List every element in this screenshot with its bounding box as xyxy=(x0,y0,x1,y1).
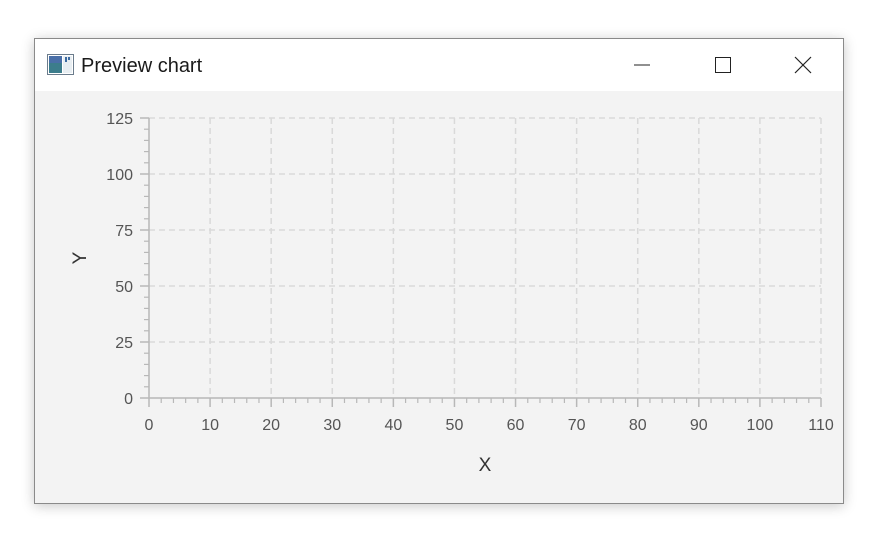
minimize-button[interactable] xyxy=(612,39,672,91)
x-tick-label: 70 xyxy=(568,417,586,434)
x-tick-label: 20 xyxy=(262,417,280,434)
maximize-button[interactable] xyxy=(693,39,753,91)
x-tick-label: 30 xyxy=(323,417,341,434)
chart-axes xyxy=(140,117,822,407)
chart-app-icon xyxy=(47,54,74,75)
minimize-icon xyxy=(634,64,650,66)
close-icon xyxy=(794,56,812,74)
x-axis-title: X xyxy=(479,455,492,476)
y-tick-label: 0 xyxy=(124,391,133,408)
y-axis-title: Y xyxy=(70,251,91,264)
x-tick-label: 100 xyxy=(747,417,774,434)
y-tick-label: 125 xyxy=(106,111,133,128)
x-tick-label: 10 xyxy=(201,417,219,434)
x-tick-label: 50 xyxy=(446,417,464,434)
preview-chart-window: Preview chart 0 10 20 30 40 50 60 70 80 90 100 110 0… xyxy=(34,38,844,504)
chart-grid xyxy=(149,117,822,398)
chart-area: 0 10 20 30 40 50 60 70 80 90 100 110 0 25 50 75 100 125 X… xyxy=(70,111,834,476)
close-button[interactable] xyxy=(773,39,833,91)
x-tick-label: 110 xyxy=(808,417,834,434)
x-tick-label: 0 xyxy=(145,417,154,434)
y-tick-label: 50 xyxy=(115,279,133,296)
y-tick-label: 100 xyxy=(106,167,133,184)
x-tick-label: 60 xyxy=(507,417,525,434)
x-tick-label: 90 xyxy=(690,417,708,434)
maximize-icon xyxy=(715,57,731,73)
title-bar[interactable]: Preview chart xyxy=(35,39,843,91)
chart-tick-labels: 0 10 20 30 40 50 60 70 80 90 100 110 0 25 50 75 100 125 xyxy=(106,111,834,434)
window-title: Preview chart xyxy=(81,55,203,77)
y-tick-label: 25 xyxy=(115,335,133,352)
y-tick-label: 75 xyxy=(115,223,133,240)
x-tick-label: 80 xyxy=(629,417,647,434)
x-tick-label: 40 xyxy=(384,417,402,434)
